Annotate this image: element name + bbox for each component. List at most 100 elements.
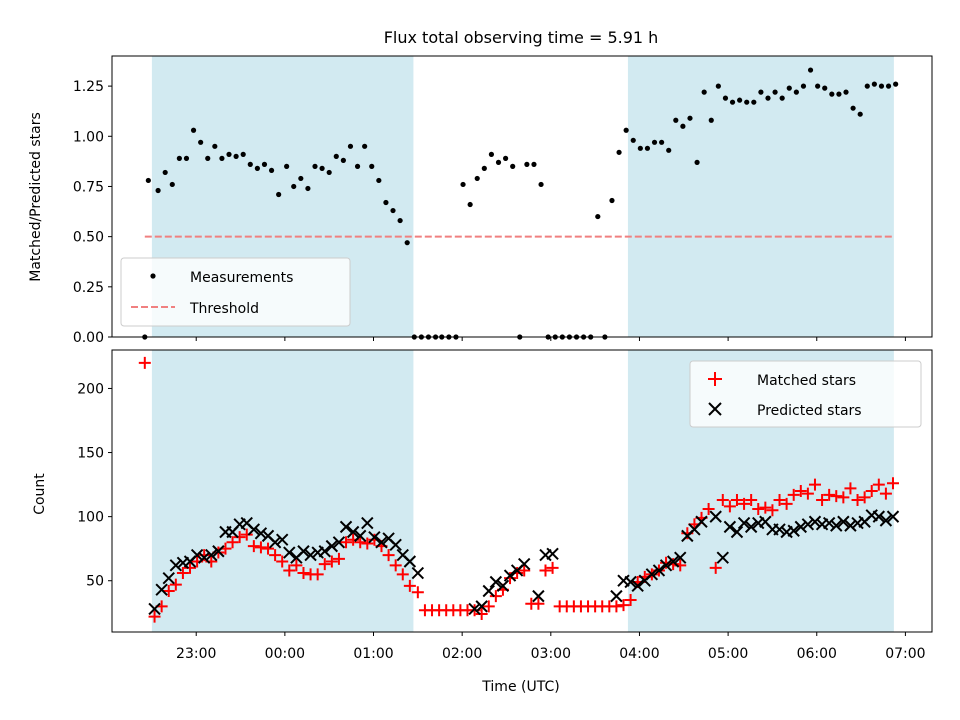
matched-star-point [138, 356, 151, 369]
measurement-point [800, 83, 807, 89]
matched-star-point [816, 493, 829, 506]
top-chart-title: Flux total observing time = 5.91 h [384, 28, 659, 47]
matched-star-point [162, 584, 175, 597]
measurement-point [404, 240, 410, 246]
x-tick-label: 23:00 [176, 646, 216, 662]
predicted-star-point [879, 514, 893, 527]
matched-star-point [226, 536, 239, 549]
predicted-star-point [297, 545, 310, 558]
measurement-point [765, 95, 771, 101]
measurement-point [524, 161, 530, 167]
measurement-point [616, 149, 622, 155]
predicted-star-point [332, 536, 346, 549]
measurement-point [219, 155, 225, 161]
y-tick-label: 100 [77, 510, 104, 526]
measurement-point [183, 155, 190, 161]
predicted-star-point [652, 564, 666, 577]
matched-star-point [276, 555, 289, 568]
measurement-point [836, 91, 842, 97]
predicted-star-point [482, 584, 495, 598]
y-tick-label: 0.50 [73, 230, 104, 246]
matched-star-point [297, 567, 310, 580]
matched-star-point [354, 536, 367, 549]
predicted-star-point [624, 575, 637, 589]
measurement-point [850, 105, 856, 111]
matched-star-point [247, 540, 260, 553]
matched-star-point [361, 537, 374, 550]
matched-star-point [872, 478, 885, 491]
legend-predicted-marker [708, 402, 722, 416]
predicted-star-point [361, 516, 374, 530]
measurement-point [276, 191, 282, 198]
measurement-point [268, 167, 275, 174]
measurement-point [609, 197, 615, 204]
measurement-point [340, 157, 346, 163]
measurement-point [305, 185, 311, 192]
measurement-point [687, 115, 693, 121]
matched-star-point [403, 579, 416, 592]
top-y-axis-label: Matched/Predicted stars [28, 112, 44, 282]
measurement-point [240, 151, 246, 157]
matched-star-point [752, 502, 765, 515]
measurement-point [169, 181, 175, 188]
y-tick-label: 0.00 [73, 330, 104, 346]
matched-star-point [886, 477, 899, 490]
measurement-point [659, 139, 665, 145]
y-tick-label: 50 [86, 574, 104, 590]
matched-star-point [801, 487, 814, 500]
measurement-point [807, 67, 814, 73]
matched-star-point [794, 485, 807, 497]
predicted-star-point [275, 533, 289, 546]
matched-star-point [716, 493, 729, 506]
top-legend: Measurements Threshold [120, 257, 351, 327]
predicted-star-point [375, 536, 388, 549]
matched-star-point [518, 564, 531, 577]
legend-measurements-marker [150, 273, 156, 279]
matched-star-point [504, 572, 517, 585]
matched-star-point [702, 502, 715, 515]
measurement-point [162, 169, 168, 176]
predicted-star-point [787, 524, 800, 537]
measurement-point [390, 207, 396, 214]
predicted-star-point [339, 520, 353, 534]
measurement-point [871, 81, 877, 87]
predicted-star-point [610, 589, 623, 603]
measurement-point [233, 153, 239, 159]
predicted-star-point [794, 520, 808, 534]
measurement-point [205, 155, 211, 161]
predicted-star-point [716, 551, 729, 564]
measurement-point [538, 181, 544, 188]
matched-star-point [858, 491, 871, 504]
predicted-star-point [247, 523, 261, 536]
predicted-star-point [674, 551, 687, 564]
matched-star-point [546, 561, 559, 574]
predicted-star-point [162, 571, 175, 585]
matched-star-point [254, 541, 267, 554]
top-y-ticks: 0.00 0.25 0.50 0.75 1.00 1.25 [73, 79, 112, 346]
measurement-point [212, 143, 218, 149]
measurement-point [793, 89, 799, 95]
measurement-point [729, 99, 736, 105]
predicted-star-point [325, 539, 339, 553]
predicted-star-point [169, 559, 183, 572]
measurement-point [878, 83, 885, 89]
x-axis-label: Time (UTC) [481, 679, 559, 695]
measurement-point [737, 97, 743, 103]
matched-star-point [340, 536, 353, 549]
measurement-point [666, 147, 672, 153]
matched-star-point [745, 493, 758, 506]
measurement-point [333, 153, 339, 159]
predicted-star-point [304, 548, 317, 562]
measurement-point [397, 217, 403, 224]
matched-star-point [475, 608, 488, 621]
predicted-star-point [546, 547, 559, 561]
count-points [138, 356, 900, 623]
measurement-point [680, 123, 686, 129]
legend-matched-marker [708, 372, 722, 386]
matched-star-point [269, 549, 282, 562]
predicted-star-point [723, 520, 737, 534]
bottom-legend-box [689, 360, 922, 428]
predicted-star-point [837, 515, 850, 528]
predicted-star-point [475, 600, 488, 613]
measurement-point [786, 85, 792, 91]
